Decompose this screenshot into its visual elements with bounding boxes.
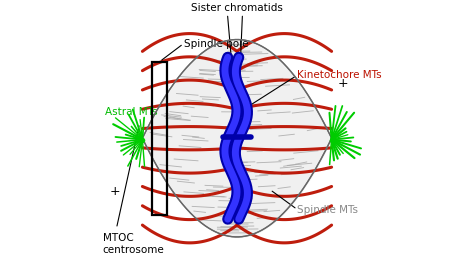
Text: +: + bbox=[230, 202, 241, 215]
Text: Astral MTs: Astral MTs bbox=[105, 107, 158, 117]
Text: +: + bbox=[109, 185, 120, 198]
Text: Kinetochore MTs: Kinetochore MTs bbox=[297, 70, 382, 80]
Text: Sister chromatids: Sister chromatids bbox=[191, 4, 283, 14]
Text: MTOC
centrosome: MTOC centrosome bbox=[103, 233, 164, 254]
Text: Spindle MTs: Spindle MTs bbox=[297, 205, 358, 214]
Text: Spindle pole: Spindle pole bbox=[183, 39, 248, 49]
Text: +: + bbox=[338, 77, 349, 90]
Bar bbox=[152, 62, 167, 215]
Text: +: + bbox=[230, 74, 241, 87]
